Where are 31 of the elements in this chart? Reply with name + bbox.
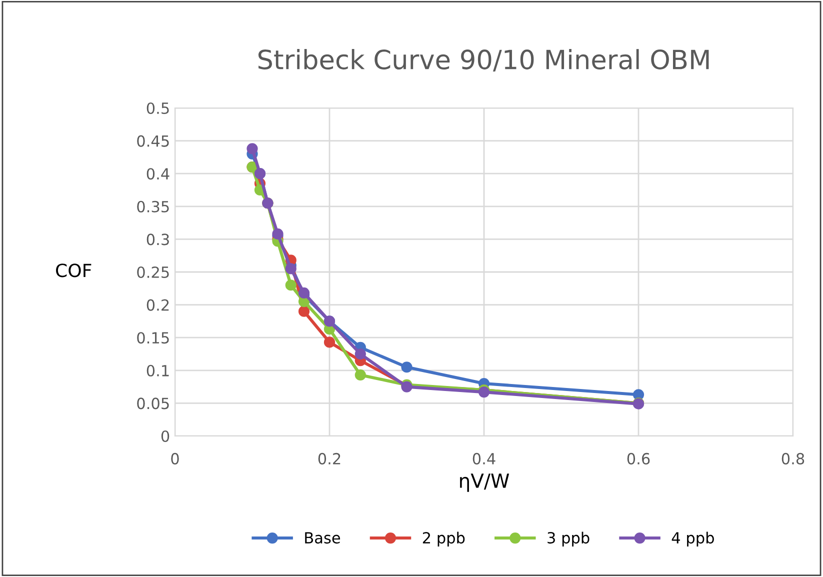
x-tick-label: 0.2 (318, 452, 340, 464)
chart-title: Stribeck Curve 90/10 Mineral OBM (258, 49, 709, 72)
legend-label: 3 ppb (548, 532, 590, 547)
y-tick-label: 0.1 (146, 364, 169, 376)
point (285, 263, 296, 274)
y-tick-label: 0.45 (137, 135, 169, 147)
y-tick-label: 0.15 (137, 332, 169, 344)
point (285, 280, 296, 291)
point (298, 306, 310, 317)
y-tick-label: 0.25 (137, 266, 169, 278)
y-tick-label: 0 (161, 430, 170, 442)
x-axis-title: ηV/W (460, 474, 510, 492)
legend-label: Base (305, 532, 340, 544)
legend-label: 2 ppb (422, 532, 465, 547)
point (354, 348, 366, 360)
legend-label: 4 ppb (672, 532, 714, 547)
y-tick-label: 0.4 (146, 168, 170, 180)
y-tick-label: 0.5 (146, 102, 169, 114)
point (354, 369, 366, 381)
y-tick-label: 0.2 (146, 299, 169, 311)
x-tick-label: 0 (171, 452, 179, 464)
x-tick-label: 0.8 (782, 452, 804, 464)
y-tick-label: 0.35 (137, 200, 169, 212)
x-tick-label: 0.6 (627, 452, 650, 464)
x-tick-label: 0.4 (472, 452, 496, 464)
y-tick-label: 0.3 (146, 234, 169, 246)
point (401, 362, 412, 373)
point (324, 336, 336, 348)
point (246, 143, 258, 154)
y-axis-title: COF (56, 264, 92, 278)
y-tick-label: 0.05 (137, 398, 169, 410)
